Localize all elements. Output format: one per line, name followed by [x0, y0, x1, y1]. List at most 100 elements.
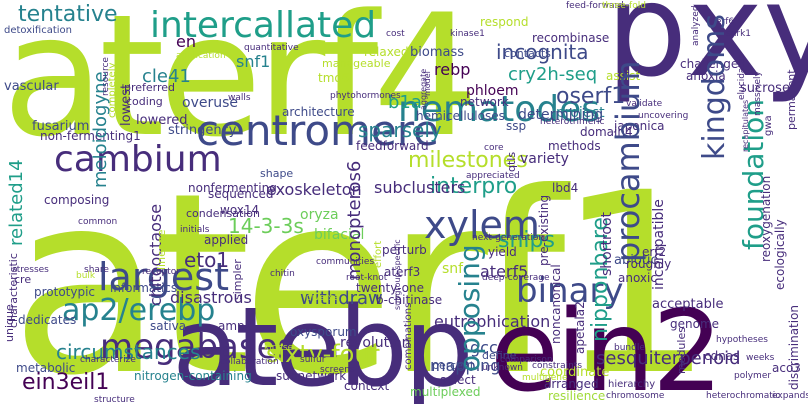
word-milestones: milestones [408, 148, 528, 173]
word-interpro: interpro [430, 174, 518, 199]
word-mapping: mapping [430, 356, 501, 375]
word-expands: expands [772, 391, 808, 401]
word-screens: screens [320, 365, 355, 375]
word-coordinate: coordinate [540, 365, 610, 380]
word-structure: structure [94, 395, 135, 404]
word-sesquiterpenoid: sesquiterpenoid [596, 348, 741, 369]
word-largest: largest [98, 255, 229, 299]
word-constraints: constraints [532, 361, 583, 371]
word-arranged: arranged [544, 377, 599, 391]
word-oxysporum: oxysporum [290, 325, 357, 339]
word-non-fermenting1: non-fermenting1 [40, 129, 141, 143]
word-detoxification: detoxification [4, 25, 73, 36]
word-b1a: b1a [388, 92, 422, 113]
word-bulk: bulk [76, 271, 96, 281]
word-walls: walls [228, 93, 251, 103]
word-modules: modules [675, 327, 688, 374]
word-overuse: overuse [182, 95, 238, 111]
word-multigene: multigene [522, 373, 568, 383]
word-lowest: lowest [119, 83, 134, 126]
word-root-knot: root-knot [346, 273, 388, 283]
word-cle41: cle41 [142, 66, 191, 87]
word-prototypic: prototypic [34, 285, 96, 299]
word-gcc: gcc [470, 338, 498, 357]
word-informatics: informatics [110, 281, 178, 295]
word-communities: communities [316, 257, 375, 267]
word-disastrous: disastrous [170, 288, 252, 307]
word-network: network [460, 95, 509, 109]
word-contacts: contacts [504, 47, 551, 60]
word-heterotrimeric: heterotrimeric [540, 117, 605, 127]
word-discrimination: discrimination [787, 304, 801, 390]
word-oryza: oryza [300, 207, 339, 223]
word-receptor: receptor [142, 267, 180, 277]
word-fusarium: fusarium [32, 119, 90, 134]
word-sulfur: sulfur [300, 355, 326, 365]
word-eutrophication: eutrophication [434, 312, 551, 331]
word-tmo6: tmo6 [318, 71, 350, 85]
word-anoxic: anoxic [618, 271, 657, 285]
word-characterize: characterize [80, 355, 136, 365]
word-ap2-erebp: ap2/erebp [62, 293, 216, 328]
word-validate: validate [626, 99, 663, 109]
word-simpler: simpler [231, 259, 244, 300]
word-snrk1: snrk1 [726, 29, 752, 39]
word-abiotic: abiotic [614, 253, 658, 268]
word-elucidates: elucidates [737, 53, 747, 100]
word-ssp: ssp [506, 119, 527, 133]
word-phytohormones: phytohormones [330, 91, 401, 101]
word-related14: related14 [6, 159, 27, 246]
word-biomass: biomass [410, 45, 464, 60]
word-ein2: ein2 [490, 287, 723, 404]
word-define: define [482, 349, 517, 362]
word-binary: binary [516, 271, 624, 311]
word-polymer: polymer [734, 371, 772, 381]
word-manageable: manageable [322, 57, 391, 70]
word-reoxygenation: reoxygenation [759, 175, 773, 262]
word-resource: resource [101, 57, 111, 96]
word-phloem: phloem [466, 83, 519, 99]
word-rebp: rebp [434, 60, 471, 79]
word-snf1: snf1 [236, 52, 271, 71]
word-applied: applied [204, 233, 249, 247]
word-unknown: unknown [482, 363, 523, 373]
word-bundle: bundle [614, 343, 645, 353]
word-incompatible: incompatible [651, 199, 667, 290]
word-chitin: chitin [270, 269, 295, 279]
word-nematodes: nematodes [398, 89, 600, 130]
word-subnetwork: subnetwork [276, 369, 347, 383]
word-twenty-one: twenty-one [356, 281, 424, 295]
word-weeks: weeks [746, 353, 775, 363]
word-recapitulates: recapitulates [741, 99, 750, 152]
word-erf2: erf2 [642, 245, 667, 259]
word-nonfermenting: nonfermenting [188, 181, 277, 195]
word-hierarchy: hierarchy [608, 379, 656, 390]
word-cre: cre [14, 273, 32, 286]
word-context: context [344, 379, 390, 393]
word-aterf4: aterf4 [2, 0, 479, 174]
word-hypotheses: hypotheses [716, 335, 768, 345]
word-tentative: tentative [18, 2, 118, 27]
word-atebp: atebp [172, 283, 474, 404]
word-ampk: ampk [218, 319, 252, 333]
word-uncovering: uncovering [638, 111, 689, 121]
word-sativa: sativa [150, 319, 187, 333]
word-chromosome: chromosome [606, 391, 665, 401]
word-roughly: roughly [626, 257, 672, 271]
word-monopteros6: monopteros6 [344, 160, 365, 280]
word-bifacial: bifacial [314, 227, 365, 243]
word-kinase: kinase [264, 343, 294, 353]
word-diverse: diverse [306, 293, 340, 303]
word-deep-coverage: deep-coverage [482, 273, 550, 283]
word-xylem: xylem [424, 203, 540, 247]
word-kinase1: kinase1 [450, 29, 485, 39]
word-permanent: permanent [785, 69, 798, 130]
word-next-generation: next-generation [472, 233, 545, 243]
word-yield: yield [488, 245, 517, 259]
word-massively: massively [753, 71, 763, 116]
word-shortroot: shortroot [599, 211, 615, 276]
word-snips: snips [498, 228, 555, 253]
word-dedicates: dedicates [18, 313, 77, 327]
word-aterf1: aterf1 [10, 139, 715, 404]
